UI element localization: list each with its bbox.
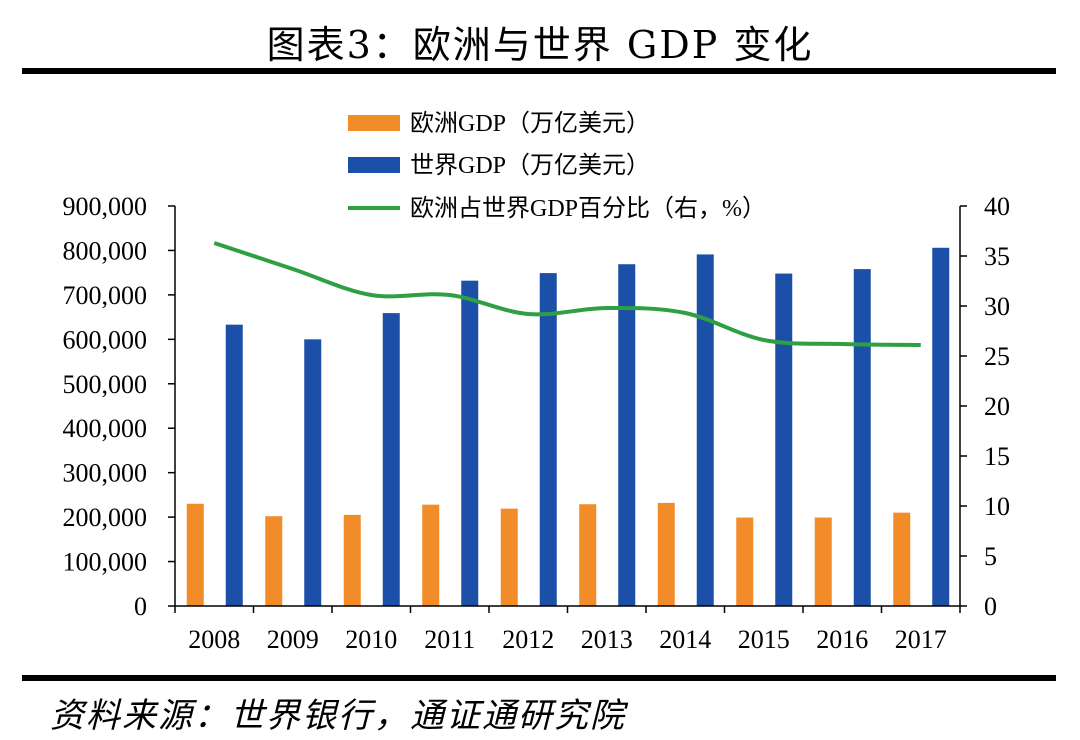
x-tick-label: 2016: [816, 625, 868, 654]
bars: [186, 247, 950, 606]
left-tick-label: 900,000: [63, 192, 148, 221]
bar-world-2008: [225, 324, 243, 606]
x-tick-label: 2014: [659, 625, 711, 654]
bar-europe-2011: [422, 504, 440, 606]
bar-europe-2012: [500, 508, 518, 606]
chart-title: 图表3：欧洲与世界 GDP 变化: [266, 23, 814, 67]
right-tick-label: 15: [984, 442, 1010, 471]
legend-swatch-europe: [348, 115, 400, 131]
bar-world-2013: [618, 264, 636, 606]
bar-europe-2016: [814, 517, 832, 606]
legend-swatch-world: [348, 157, 400, 173]
right-axis: 0 5 10 15 20 25 30 35 40: [959, 192, 1010, 621]
share-line-group: [213, 241, 921, 347]
bar-world-2010: [382, 313, 400, 606]
x-tick-label: 2011: [424, 625, 475, 654]
left-tick-label: 100,000: [63, 548, 148, 577]
bar-europe-2014: [657, 502, 675, 606]
bar-world-2014: [696, 254, 714, 606]
bar-world-2017: [932, 247, 950, 606]
x-tick-label: 2015: [738, 625, 790, 654]
bar-europe-2008: [186, 503, 204, 606]
right-tick-label: 10: [984, 492, 1010, 521]
right-tick-label: 5: [984, 542, 997, 571]
right-tick-label: 0: [984, 592, 997, 621]
right-tick-label: 40: [984, 192, 1010, 221]
right-tick-label: 25: [984, 342, 1010, 371]
bar-world-2016: [853, 269, 871, 606]
source-note: 资料来源：世界银行，通证通研究院: [50, 696, 626, 736]
x-tick-label: 2017: [895, 625, 947, 654]
x-axis: 2008 2009 2010 2011 2012 2013 2014 2015 2016 2017: [174, 605, 961, 654]
bar-world-2012: [539, 273, 557, 606]
legend-label-europe: 欧洲GDP（万亿美元）: [410, 110, 650, 137]
bar-europe-2010: [343, 514, 361, 606]
bar-europe-2015: [736, 517, 754, 606]
bar-world-2011: [461, 280, 479, 606]
x-tick-label: 2013: [581, 625, 633, 654]
left-tick-label: 600,000: [63, 325, 148, 354]
x-tick-label: 2008: [188, 625, 240, 654]
bar-world-2009: [304, 339, 322, 606]
right-tick-label: 20: [984, 392, 1010, 421]
left-tick-label: 500,000: [63, 370, 148, 399]
left-tick-label: 800,000: [63, 236, 148, 265]
legend: 欧洲GDP（万亿美元） 世界GDP（万亿美元） 欧洲占世界GDP百分比（右，%）: [348, 110, 766, 222]
bar-europe-2009: [265, 516, 283, 606]
left-tick-label: 700,000: [63, 281, 148, 310]
left-tick-label: 200,000: [63, 503, 148, 532]
legend-label-world: 世界GDP（万亿美元）: [410, 152, 650, 179]
left-axis: 0 100,000 200,000 300,000 400,000 500,000 600,…: [63, 192, 176, 621]
x-tick-label: 2012: [502, 625, 554, 654]
bar-europe-2017: [893, 512, 911, 606]
bar-world-2015: [775, 273, 793, 606]
right-tick-label: 30: [984, 292, 1010, 321]
bar-europe-2013: [579, 504, 597, 606]
x-tick-label: 2009: [267, 625, 319, 654]
x-tick-label: 2010: [345, 625, 397, 654]
left-tick-label: 300,000: [63, 459, 148, 488]
left-tick-label: 0: [134, 592, 147, 621]
left-tick-label: 400,000: [63, 414, 148, 443]
right-tick-label: 35: [984, 242, 1010, 271]
bottom-rule: [22, 675, 1056, 681]
share-line: [213, 241, 921, 347]
top-rule: [22, 68, 1056, 74]
legend-label-share: 欧洲占世界GDP百分比（右，%）: [410, 195, 766, 222]
